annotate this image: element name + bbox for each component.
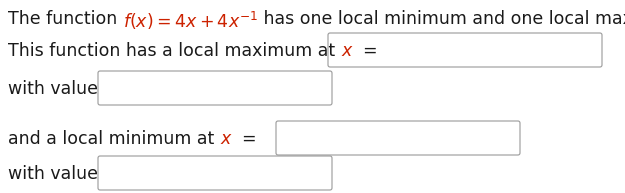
FancyBboxPatch shape	[328, 33, 602, 67]
Text: and a local minimum at: and a local minimum at	[8, 130, 220, 148]
Text: This function has a local maximum at: This function has a local maximum at	[8, 42, 341, 60]
FancyBboxPatch shape	[276, 121, 520, 155]
FancyBboxPatch shape	[98, 156, 332, 190]
Text: $=$: $=$	[232, 130, 256, 148]
Text: $f(x) = 4x + 4x^{-1}$: $f(x) = 4x + 4x^{-1}$	[122, 10, 258, 32]
Text: The function: The function	[8, 10, 122, 28]
Text: $x$: $x$	[220, 130, 232, 148]
Text: with value: with value	[8, 80, 98, 98]
Text: has one local minimum and one local maximum.: has one local minimum and one local maxi…	[258, 10, 625, 28]
FancyBboxPatch shape	[98, 71, 332, 105]
Text: $=$: $=$	[354, 42, 377, 60]
Text: $x$: $x$	[341, 42, 354, 60]
Text: with value: with value	[8, 165, 98, 183]
